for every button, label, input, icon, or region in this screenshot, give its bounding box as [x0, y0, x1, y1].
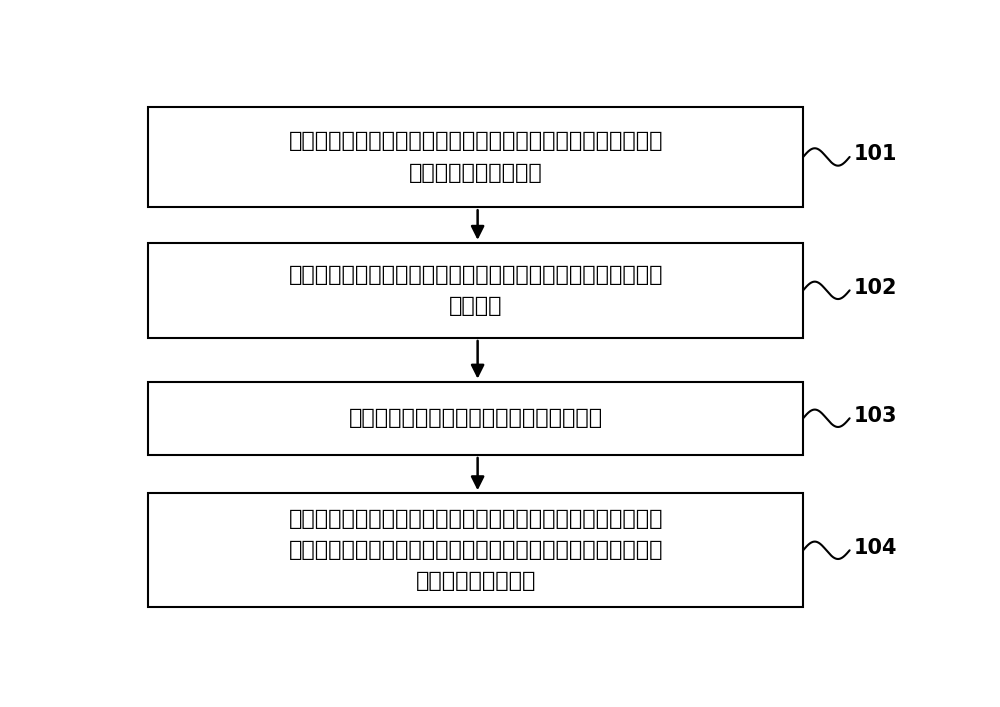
FancyBboxPatch shape	[148, 382, 803, 455]
Text: 若第一位置信息与第二位置信息相同，则在车辆的变速器的挡位
为空的状态下控制电机拖动发动机，并根据发动机的状态确定电
控离合器的故障类型: 若第一位置信息与第二位置信息相同，则在车辆的变速器的挡位 为空的状态下控制电机拖…	[288, 509, 663, 592]
Text: 判断第一位置信息与第二位置信息是否相同: 判断第一位置信息与第二位置信息是否相同	[349, 408, 603, 428]
Text: 在车辆的混合动力系统控制器上电之后，获取电控离合器在当前
时刻下的第一位置信息: 在车辆的混合动力系统控制器上电之后，获取电控离合器在当前 时刻下的第一位置信息	[288, 132, 663, 182]
FancyBboxPatch shape	[148, 493, 803, 607]
Text: 102: 102	[854, 278, 897, 298]
Text: 103: 103	[854, 406, 897, 426]
Text: 104: 104	[854, 537, 897, 558]
Text: 101: 101	[854, 144, 897, 164]
Text: 控制电控离合器分离，并在预设时间之后获取电控离合器的第二
位置信息: 控制电控离合器分离，并在预设时间之后获取电控离合器的第二 位置信息	[288, 264, 663, 316]
FancyBboxPatch shape	[148, 107, 803, 207]
FancyBboxPatch shape	[148, 243, 803, 338]
